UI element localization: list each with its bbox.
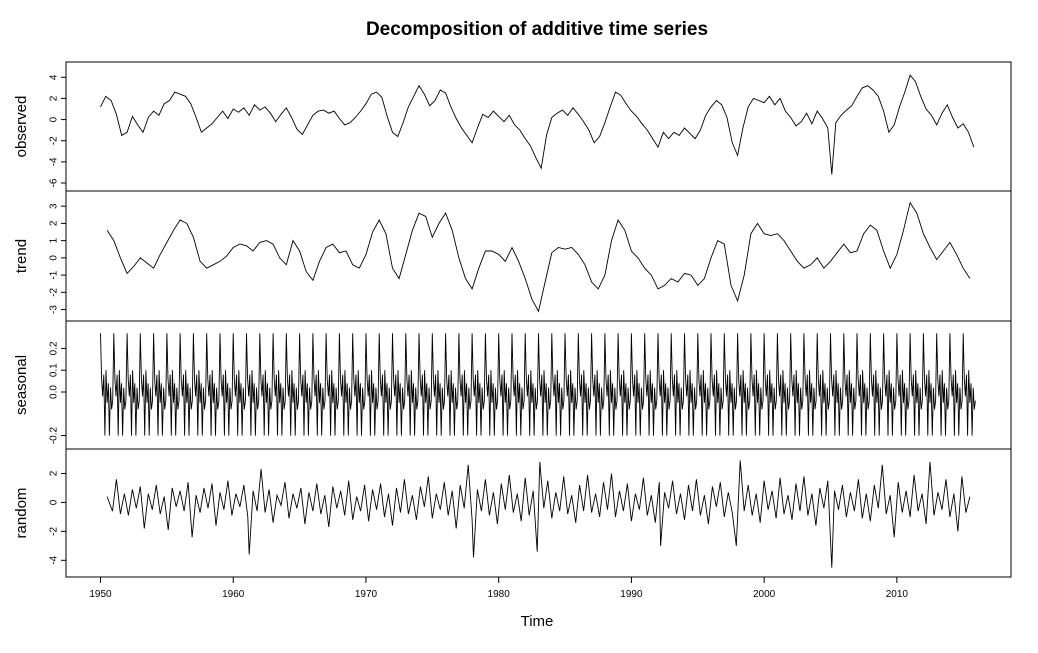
series-line-observed: [100, 74, 975, 175]
y-tick-label: 0.2: [49, 341, 60, 355]
series-line-trend: [106, 201, 971, 313]
y-tick-label: 2: [49, 95, 60, 101]
panel-seasonal: 0.2 0.1 0.0 -0.2 seasonal: [13, 320, 1012, 450]
y-tick-label: 2: [49, 470, 60, 476]
y-tick-label: -3: [49, 305, 60, 314]
panel-frame-trend: [65, 190, 1012, 322]
y-tick-label: 3: [49, 203, 60, 209]
y-tick-label: -2: [49, 136, 60, 145]
x-tick-label: 1960: [222, 589, 245, 600]
series-line-seasonal: [100, 333, 976, 436]
y-tick-label: 0: [49, 499, 60, 505]
y-tick-label: 0: [49, 255, 60, 261]
y-tick-label: -4: [49, 555, 60, 564]
y-tick-label: 0.1: [49, 363, 60, 377]
y-tick-label: -2: [49, 287, 60, 296]
panel-trend: 3 2 1 0 -1 -2 -3 trend: [13, 190, 1012, 322]
x-axis-label: Time: [521, 613, 554, 630]
y-tick-label: -0.2: [49, 427, 60, 445]
y-tick-label: 2: [49, 220, 60, 226]
y-tick-label: 0.0: [49, 385, 60, 399]
y-axis-label-trend: trend: [13, 239, 30, 273]
y-tick-label: 4: [49, 74, 60, 80]
panels-group: 420-2-4-6observed3210-1-2-3trend0.20.10.…: [13, 61, 1012, 578]
x-tick-label: 1990: [620, 589, 643, 600]
panel-random: 2 0 -2 -4 random: [13, 448, 1012, 578]
y-tick-label: -1: [49, 270, 60, 279]
y-tick-label: -2: [49, 526, 60, 535]
x-tick-label: 2000: [753, 589, 776, 600]
series-line-random: [106, 460, 971, 568]
x-tick-label: 1950: [89, 589, 112, 600]
y-axis-label-observed: observed: [13, 96, 30, 158]
y-axis-label-seasonal: seasonal: [13, 355, 30, 415]
chart-title: Decomposition of additive time series: [366, 19, 708, 40]
y-tick-label: 1: [49, 237, 60, 243]
x-tick-label: 1980: [488, 589, 511, 600]
y-axis-label-random: random: [13, 488, 30, 539]
y-tick-label: 0: [49, 116, 60, 122]
panel-observed: 4 2 0 -2 -4 -6 observed: [13, 61, 1012, 192]
y-tick-label: -4: [49, 157, 60, 166]
panel-frame-observed: [65, 61, 1012, 192]
x-tick-label: 2010: [886, 589, 909, 600]
x-axis: 1950 1960 1970 1980 1990 2000 2010: [89, 576, 909, 600]
x-tick-label: 1970: [355, 589, 378, 600]
y-tick-label: -6: [49, 178, 60, 187]
